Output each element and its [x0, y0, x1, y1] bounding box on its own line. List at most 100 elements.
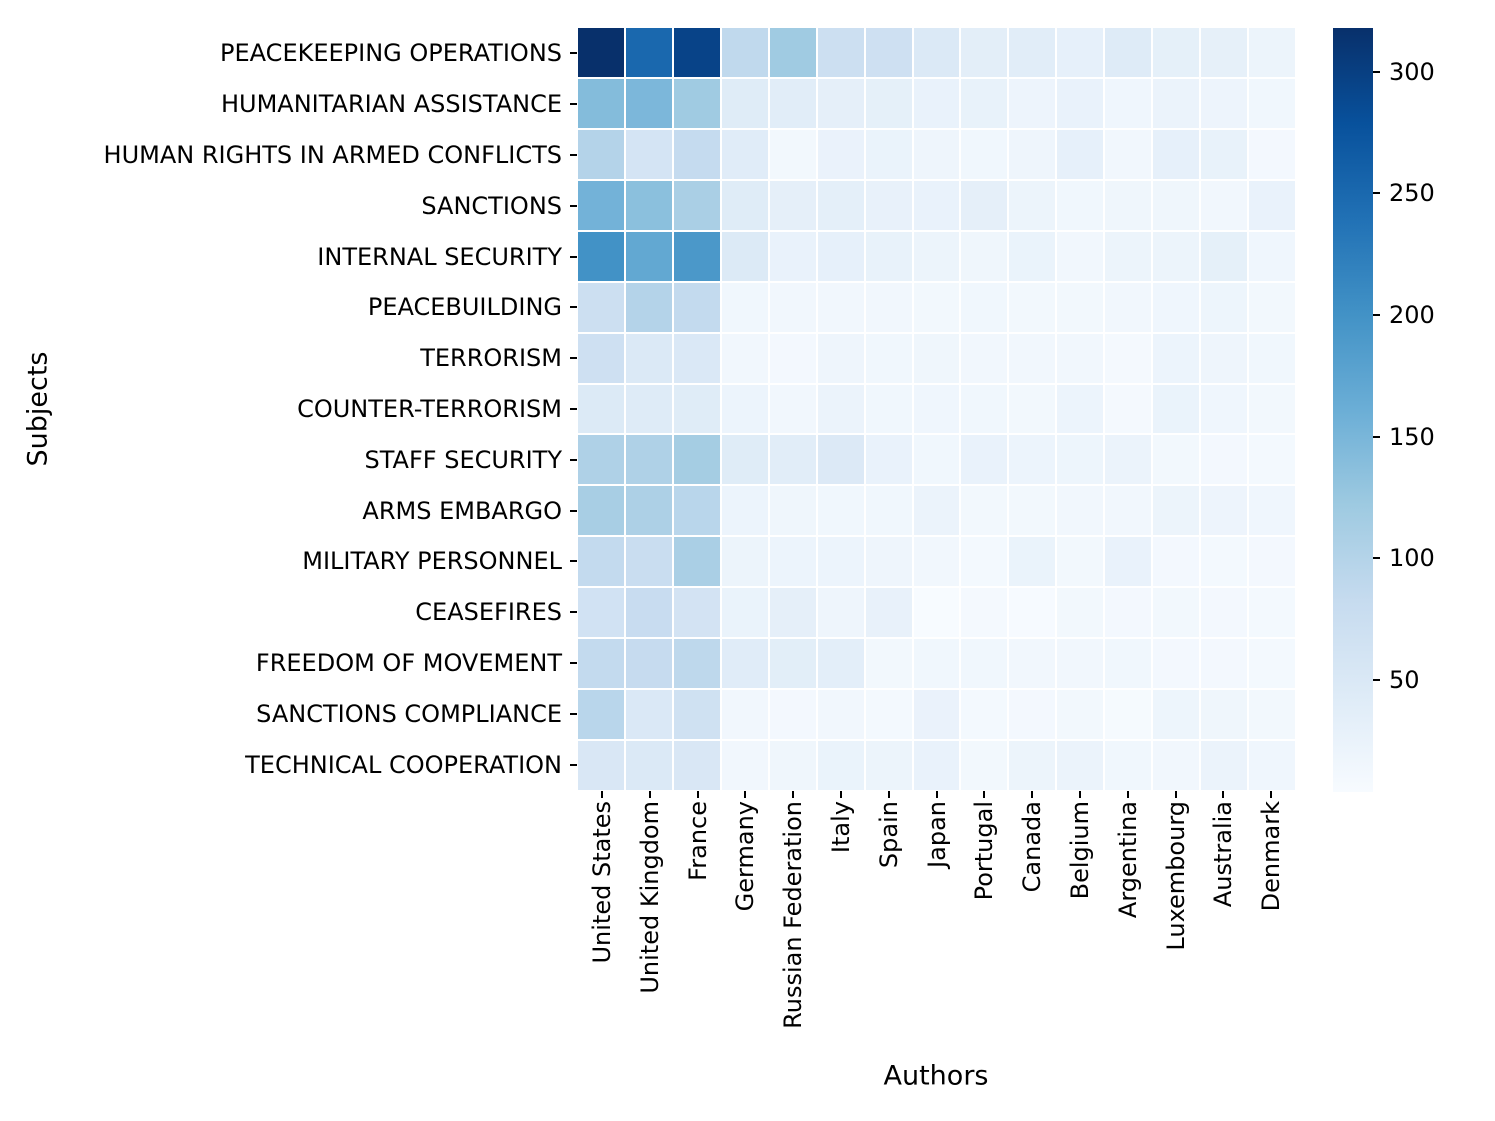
heatmap-cell	[578, 384, 624, 434]
heatmap-cell	[625, 588, 672, 638]
heatmap-cell	[625, 231, 672, 281]
heatmap-cell	[1057, 28, 1104, 77]
x-axis-title: Authors	[883, 1060, 989, 1092]
heatmap-cell	[913, 690, 960, 740]
colorbar-tick-label: 50	[1389, 666, 1420, 695]
heatmap-cell	[769, 384, 816, 434]
heatmap-cell	[1057, 333, 1104, 383]
heatmap-cell	[625, 384, 672, 434]
heatmap-cell	[578, 282, 624, 332]
heatmap-cell	[1057, 639, 1104, 689]
x-tick-label: Argentina	[1113, 801, 1142, 919]
heatmap-cell	[1009, 129, 1056, 179]
x-tick-mark	[1031, 791, 1034, 798]
y-tick-label: HUMAN RIGHTS IN ARMED CONFLICTS	[103, 141, 562, 169]
heatmap-cell	[578, 588, 624, 638]
y-tick-mark	[570, 763, 577, 766]
heatmap-cell	[865, 78, 912, 128]
heatmap-cell	[913, 537, 960, 587]
heatmap-cell	[721, 231, 768, 281]
colorbar-tick-mark	[1373, 679, 1380, 682]
heatmap-cell	[673, 333, 720, 383]
colorbar-tick-label: 200	[1389, 301, 1435, 330]
heatmap-cell	[1153, 231, 1200, 281]
heatmap-cell	[1249, 588, 1295, 638]
y-tick-label: CEASEFIRES	[415, 598, 562, 627]
heatmap-cell	[625, 537, 672, 587]
heatmap-cell	[1105, 28, 1152, 77]
heatmap-cell	[865, 28, 912, 77]
y-tick-label: PEACEBUILDING	[367, 293, 562, 322]
heatmap-cell	[673, 537, 720, 587]
heatmap-cell	[1105, 537, 1152, 587]
heatmap-cell	[625, 333, 672, 383]
heatmap-cell	[1153, 537, 1200, 587]
heatmap-cell	[721, 180, 768, 230]
heatmap-cell	[1153, 435, 1200, 485]
heatmap-cell	[913, 282, 960, 332]
heatmap-cell	[1201, 435, 1248, 485]
heatmap-cell	[578, 78, 624, 128]
heatmap-cell	[1249, 486, 1295, 536]
heatmap-cell	[865, 537, 912, 587]
heatmap-cell	[721, 741, 768, 790]
x-tick-mark	[839, 791, 842, 798]
heatmap-cell	[625, 690, 672, 740]
heatmap-cell	[1009, 435, 1056, 485]
heatmap-cell	[721, 639, 768, 689]
x-tick-label: Italy	[826, 801, 855, 854]
x-tick-mark	[792, 791, 795, 798]
heatmap-cell	[1009, 639, 1056, 689]
heatmap-cell	[1057, 537, 1104, 587]
y-tick-mark	[570, 408, 577, 410]
heatmap-cell	[913, 741, 960, 790]
heatmap-cell	[1009, 384, 1056, 434]
heatmap-cell	[578, 741, 624, 790]
heatmap-cell	[578, 28, 624, 77]
x-tick-label: Japan	[922, 801, 951, 868]
heatmap-cell	[1105, 384, 1152, 434]
heatmap-cell	[1105, 690, 1152, 740]
heatmap-cell	[961, 588, 1008, 638]
heatmap-cell	[769, 588, 816, 638]
heatmap-cell	[1105, 180, 1152, 230]
y-tick-label: SANCTIONS	[421, 191, 562, 220]
heatmap-cell	[673, 639, 720, 689]
heatmap-cell	[1009, 690, 1056, 740]
heatmap-cell	[865, 690, 912, 740]
x-tick-mark	[600, 791, 603, 798]
heatmap-cell	[1009, 333, 1056, 383]
heatmap-cell	[1009, 180, 1056, 230]
heatmap-cell	[1105, 639, 1152, 689]
heatmap-cell	[1249, 639, 1295, 689]
heatmap-cell	[625, 741, 672, 790]
heatmap-cell	[1249, 28, 1295, 77]
heatmap-cell	[1057, 435, 1104, 485]
heatmap-cell	[673, 588, 720, 638]
heatmap-cell	[961, 741, 1008, 790]
heatmap-cell	[913, 384, 960, 434]
heatmap-cell	[673, 486, 720, 536]
heatmap-cell	[769, 28, 816, 77]
heatmap-cell	[1009, 282, 1056, 332]
heatmap-grid	[578, 28, 1295, 790]
y-tick-mark	[570, 712, 577, 715]
heatmap-cell	[1249, 333, 1295, 383]
heatmap-cell	[673, 129, 720, 179]
heatmap-cell	[865, 588, 912, 638]
heatmap-cell	[625, 180, 672, 230]
heatmap-cell	[961, 486, 1008, 536]
heatmap-cell	[1153, 129, 1200, 179]
y-tick-label: MILITARY PERSONNEL	[302, 547, 562, 576]
heatmap-cell	[769, 435, 816, 485]
heatmap-cell	[961, 690, 1008, 740]
heatmap-cell	[769, 486, 816, 536]
heatmap-cell	[1153, 333, 1200, 383]
heatmap-cell	[1105, 282, 1152, 332]
x-tick-mark	[1174, 791, 1177, 798]
colorbar-tick-label: 250	[1389, 179, 1435, 208]
heatmap-cell	[769, 231, 816, 281]
heatmap-cell	[913, 129, 960, 179]
heatmap-cell	[961, 639, 1008, 689]
